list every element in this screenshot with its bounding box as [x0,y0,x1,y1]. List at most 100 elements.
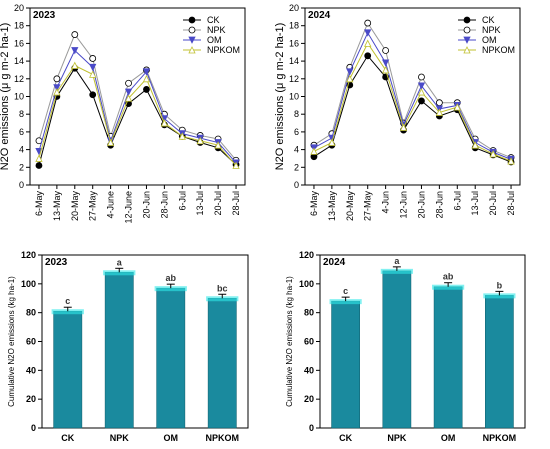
y-tick-label: 0 [309,423,314,433]
marker [418,97,425,105]
y-tick-label: 8 [19,109,24,119]
y-tick-label: 12 [289,74,299,84]
marker [463,16,471,24]
marker [71,61,79,69]
x-tick-label: 6-May [34,191,44,217]
marker [463,36,471,44]
legend-label: CK [482,15,495,25]
marker [463,46,471,54]
legend-label: OM [207,35,222,45]
x-tick-label: 13-Jul [195,191,205,216]
marker [346,74,354,83]
marker [71,31,79,38]
y-axis-label: Cumulative N2O emissions (kg ha-1) [7,276,16,407]
panel-label: 2024 [323,257,346,268]
y-tick-label: 60 [304,337,314,347]
marker [364,39,372,47]
marker [160,119,169,127]
series-line [38,64,237,166]
y-tick-label: 6 [294,127,299,137]
significance-letter: a [394,256,400,266]
y-tick-label: 14 [14,56,24,66]
x-tick-label: 4-June [106,191,116,219]
x-tick-label: NPKOM [206,433,240,443]
y-tick-label: 100 [21,279,36,289]
marker [435,99,443,107]
marker [35,162,43,169]
x-tick-label: 20-May [70,191,80,222]
x-tick-label: 20-Jul [213,191,223,216]
significance-letter: b [497,280,503,290]
y-axis-label: N2O emissions (μ g m-2 ha-1) [274,23,286,171]
marker [399,123,408,131]
legend-label: NPKOM [482,45,515,55]
y-tick-label: 120 [299,250,314,260]
x-tick-label: 28-Jun [159,191,169,219]
marker [453,103,461,111]
marker [188,36,196,44]
y-tick-label: 0 [294,180,299,190]
series-line [38,49,237,164]
x-tick-label: 20-Jul [488,191,498,216]
x-tick-label: 27-May [363,191,373,222]
significance-letter: ab [443,272,454,282]
marker [310,147,318,155]
y-tick-label: 18 [289,21,299,31]
marker [417,88,426,96]
y-tick-label: 100 [299,279,314,289]
marker [381,66,390,74]
legend-label: OM [482,35,497,45]
y-tick-label: 14 [289,56,299,66]
x-tick-label: 6-May [309,191,319,217]
x-tick-label: CK [339,433,352,443]
y-axis-label: N2O emissions (μ g m-2 ha-1) [0,23,11,171]
marker [328,138,336,146]
x-tick-label: 20-May [345,191,355,222]
series-line [313,31,512,160]
marker [435,108,444,116]
y-tick-label: 120 [21,250,36,260]
marker [142,74,151,83]
x-tick-label: 12-Jun [399,191,409,219]
y-tick-label: 80 [304,308,314,318]
marker [188,26,196,34]
marker [89,91,97,99]
y-tick-label: 20 [304,394,314,404]
bar [331,300,360,429]
bar-highlight [103,270,136,276]
bar [485,295,514,429]
marker [489,150,497,158]
marker [463,26,471,34]
marker [71,47,79,55]
x-tick-label: 13-May [52,191,62,222]
marker [89,70,97,78]
marker [188,46,196,54]
y-tick-label: 2 [294,162,299,172]
y-tick-label: 6 [19,127,24,137]
marker [417,82,426,90]
y-tick-label: 2 [19,162,24,172]
series-line [313,42,512,162]
marker [232,161,240,169]
bar-highlight [154,286,187,292]
panel-label: 2024 [308,10,331,21]
marker [196,136,204,145]
bar [382,270,412,429]
marker [35,154,43,162]
series-line [38,67,237,166]
y-tick-label: 60 [26,337,36,347]
panel-label: 2023 [45,257,68,268]
series-line [313,21,512,159]
x-tick-label: OM [164,433,179,443]
y-tick-label: 40 [26,365,36,375]
x-tick-label: CK [61,433,74,443]
y-tick-label: 10 [289,92,299,102]
marker [106,138,115,146]
marker [364,52,372,60]
marker [53,75,61,83]
legend-label: NPK [482,25,501,35]
bar [156,287,186,429]
marker [382,47,390,54]
bar-highlight [483,293,516,299]
marker [124,94,133,102]
